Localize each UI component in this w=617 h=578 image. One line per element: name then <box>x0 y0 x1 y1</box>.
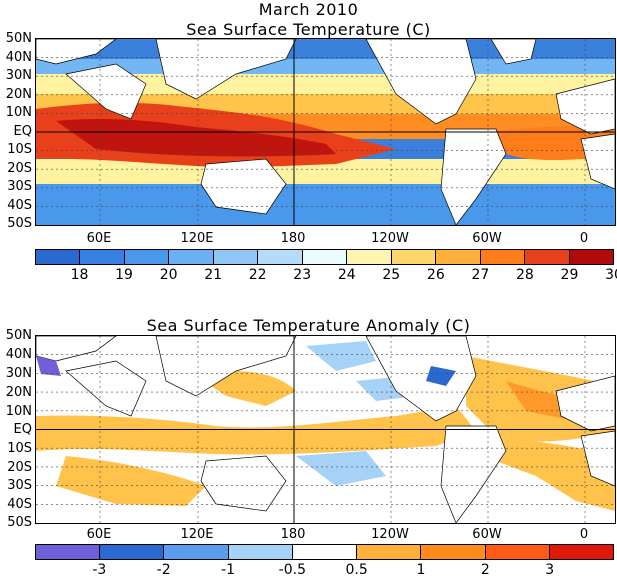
sst-map-svg <box>36 39 615 225</box>
colorbar-label: 21 <box>204 267 223 283</box>
lat-label: 40S <box>7 497 32 512</box>
sst-anomaly-colorbar <box>35 544 614 560</box>
lat-label: 10N <box>5 404 32 419</box>
colorbar-label: 27 <box>471 267 490 283</box>
lat-label: 20N <box>5 87 32 102</box>
colorbar-swatch <box>391 250 437 264</box>
sst-colorbar <box>35 249 614 265</box>
colorbar-label: 22 <box>248 267 267 283</box>
colorbar-label: 1 <box>416 562 426 578</box>
colorbar-label: 30 <box>605 267 617 283</box>
colorbar-swatch <box>36 545 101 559</box>
colorbar-swatch <box>549 545 613 559</box>
lat-label: 40N <box>5 347 32 362</box>
colorbar-label: 2 <box>480 562 490 578</box>
lon-label: 180 <box>280 231 306 246</box>
colorbar-swatch <box>164 545 229 559</box>
colorbar-swatch <box>485 545 550 559</box>
colorbar-swatch <box>228 545 293 559</box>
colorbar-swatch <box>302 250 348 264</box>
lat-label: 50S <box>7 515 32 530</box>
lon-label: 60E <box>86 231 112 246</box>
colorbar-swatch <box>80 250 125 264</box>
colorbar-label: 25 <box>382 267 401 283</box>
colorbar-label: 23 <box>293 267 312 283</box>
colorbar-label: 3 <box>545 562 555 578</box>
sst-title: Sea Surface Temperature (C) <box>186 20 431 39</box>
sst-anomaly-map-svg <box>36 336 615 523</box>
colorbar-swatch <box>436 250 481 264</box>
colorbar-swatch <box>347 250 392 264</box>
colorbar-swatch <box>569 250 614 264</box>
lon-label: 0 <box>579 527 589 542</box>
colorbar-swatch <box>357 545 422 559</box>
sst-anomaly-map <box>35 335 616 524</box>
lat-label: 20N <box>5 385 32 400</box>
colorbar-swatch <box>525 250 570 264</box>
lon-label: 0 <box>579 231 589 246</box>
colorbar-label: 0.5 <box>345 562 368 578</box>
sst-panel: 50N 40N 30N 20N 10N EQ 10S 20S 30S 40S 5… <box>5 31 617 283</box>
map-date-title: March 2010 <box>258 0 359 19</box>
colorbar-label: 24 <box>337 267 356 283</box>
colorbar-swatch <box>421 545 486 559</box>
lon-label: 60E <box>86 527 112 542</box>
colorbar-swatch <box>36 250 81 264</box>
lat-label: 20S <box>7 161 32 176</box>
colorbar-label: 20 <box>159 267 178 283</box>
lat-label: 30N <box>5 68 32 83</box>
colorbar-label: 26 <box>426 267 445 283</box>
lon-label: 120W <box>371 231 409 246</box>
lat-label: 50S <box>7 216 32 231</box>
lat-label: 50N <box>5 328 32 343</box>
lat-label: 30S <box>7 478 32 493</box>
lat-label: 30N <box>5 366 32 381</box>
colorbar-swatch <box>169 250 214 264</box>
lon-label: 60W <box>472 527 502 542</box>
lat-label: EQ <box>13 124 32 139</box>
sst-map <box>35 38 616 226</box>
colorbar-swatch <box>292 545 358 559</box>
colorbar-label: -0.5 <box>278 562 306 578</box>
lon-label: 60W <box>472 231 502 246</box>
colorbar-label: -1 <box>221 562 235 578</box>
lat-label: 30S <box>7 179 32 194</box>
lon-label: 120E <box>180 231 214 246</box>
lat-label: 50N <box>5 31 32 46</box>
colorbar-label: -2 <box>156 562 171 578</box>
colorbar-label: 29 <box>560 267 579 283</box>
lat-label: 40N <box>5 50 32 65</box>
lat-label: 10S <box>7 142 32 157</box>
colorbar-swatch <box>100 545 165 559</box>
colorbar-swatch <box>258 250 303 264</box>
sst-anomaly-title: Sea Surface Temperature Anomaly (C) <box>146 316 471 335</box>
lon-label: 180 <box>280 527 306 542</box>
colorbar-label: 28 <box>516 267 534 283</box>
colorbar-label: 18 <box>70 267 89 283</box>
lat-label: 40S <box>7 198 32 213</box>
colorbar-label: 19 <box>115 267 133 283</box>
lat-label: 10N <box>5 105 32 120</box>
lon-label: 120E <box>180 527 214 542</box>
colorbar-label: -3 <box>92 562 107 578</box>
lat-label: 20S <box>7 460 32 475</box>
lon-label: 120W <box>371 527 409 542</box>
colorbar-swatch <box>213 250 259 264</box>
colorbar-swatch <box>124 250 170 264</box>
colorbar-swatch <box>480 250 526 264</box>
lat-label: EQ <box>13 422 32 437</box>
lat-label: 10S <box>7 441 32 456</box>
